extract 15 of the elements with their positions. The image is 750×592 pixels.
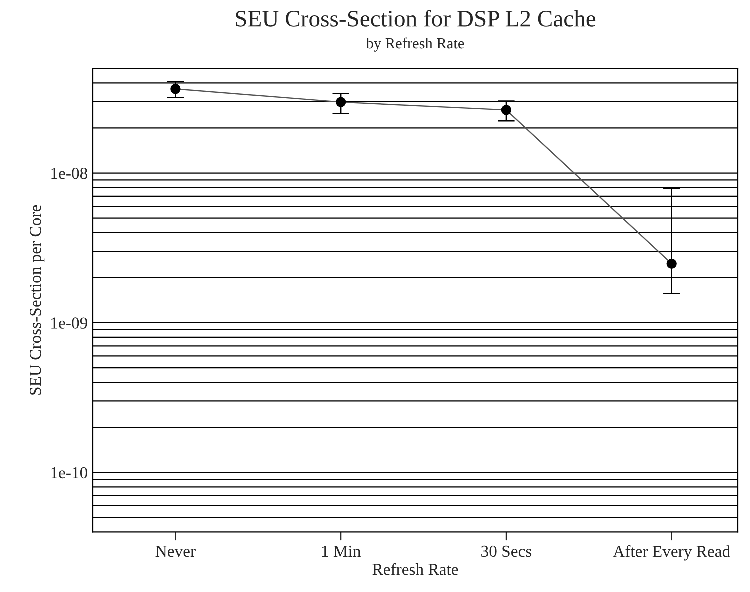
x-tick-label: 30 Secs: [482, 546, 532, 558]
point: [666, 258, 677, 270]
point: [170, 84, 181, 94]
chart-subtitle: by Refresh Rate: [366, 38, 464, 52]
point: [501, 105, 512, 116]
x-axis-title: Refresh Rate: [372, 563, 458, 576]
point: [336, 97, 346, 108]
y-axis-title: SEU Cross-Section per Core: [30, 205, 45, 395]
y-tick-label: 1e-09: [52, 318, 88, 329]
chart-title: SEU Cross-Section for DSP L2 Cache: [236, 10, 596, 27]
y-tick-label: 1e-10: [52, 467, 88, 479]
y-tick-label: 1e-08: [52, 168, 88, 180]
x-tick-label: 1 Min: [322, 546, 361, 557]
x-tick-label: Never: [156, 546, 196, 558]
x-tick-label: After Every Read: [613, 545, 730, 561]
